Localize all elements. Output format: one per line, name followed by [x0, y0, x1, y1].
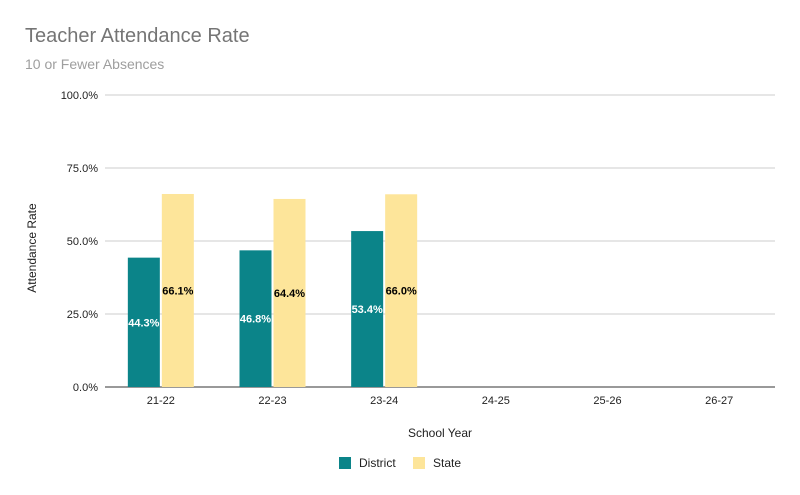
bar-state — [161, 193, 194, 387]
y-tick-label: 0.0% — [73, 382, 98, 394]
legend-swatch-district — [339, 457, 351, 469]
chart-subtitle: 10 or Fewer Absences — [25, 56, 165, 72]
legend-label-district: District — [359, 456, 396, 470]
y-tick-label: 100.0% — [61, 90, 99, 102]
bar-labels: 44.3% 66.1% 46.8% 64.4% 53.4%66.0% — [128, 285, 417, 329]
bars — [127, 193, 418, 387]
bar-state — [385, 194, 418, 387]
bar-data-label: 66.1% — [162, 285, 193, 297]
bar-data-label: 46.8% — [240, 314, 271, 326]
bar-district — [351, 231, 384, 387]
y-tick-labels: 0.0% 25.0% 50.0% 75.0% 100.0% — [61, 90, 99, 394]
bar-data-label: 64.4% — [274, 288, 305, 300]
x-tick-labels: 21-22 22-23 23-24 24-25 25-26 26-27 — [147, 395, 733, 407]
chart-title: Teacher Attendance Rate — [25, 25, 250, 47]
y-tick-label: 50.0% — [67, 236, 98, 248]
gridlines — [105, 94, 775, 388]
x-tick-label: 26-27 — [705, 395, 733, 407]
bar-data-label: 66.0% — [386, 286, 417, 298]
x-tick-label: 25-26 — [593, 395, 621, 407]
y-tick-label: 25.0% — [67, 309, 98, 321]
y-axis-title: Attendance Rate — [25, 203, 39, 293]
y-tick-label: 75.0% — [67, 163, 98, 175]
bar-district — [127, 257, 160, 387]
bar-state — [273, 198, 306, 387]
x-axis-title: School Year — [408, 426, 472, 440]
legend: District State — [339, 456, 461, 470]
x-tick-label: 24-25 — [482, 395, 510, 407]
x-tick-label: 23-24 — [370, 395, 398, 407]
bar-data-label: 53.4% — [352, 304, 383, 316]
bar-district — [239, 250, 272, 387]
x-tick-label: 21-22 — [147, 395, 175, 407]
bar-data-label: 44.3% — [128, 317, 159, 329]
x-tick-label: 22-23 — [258, 395, 286, 407]
legend-swatch-state — [413, 457, 425, 469]
legend-label-state: State — [433, 456, 461, 470]
